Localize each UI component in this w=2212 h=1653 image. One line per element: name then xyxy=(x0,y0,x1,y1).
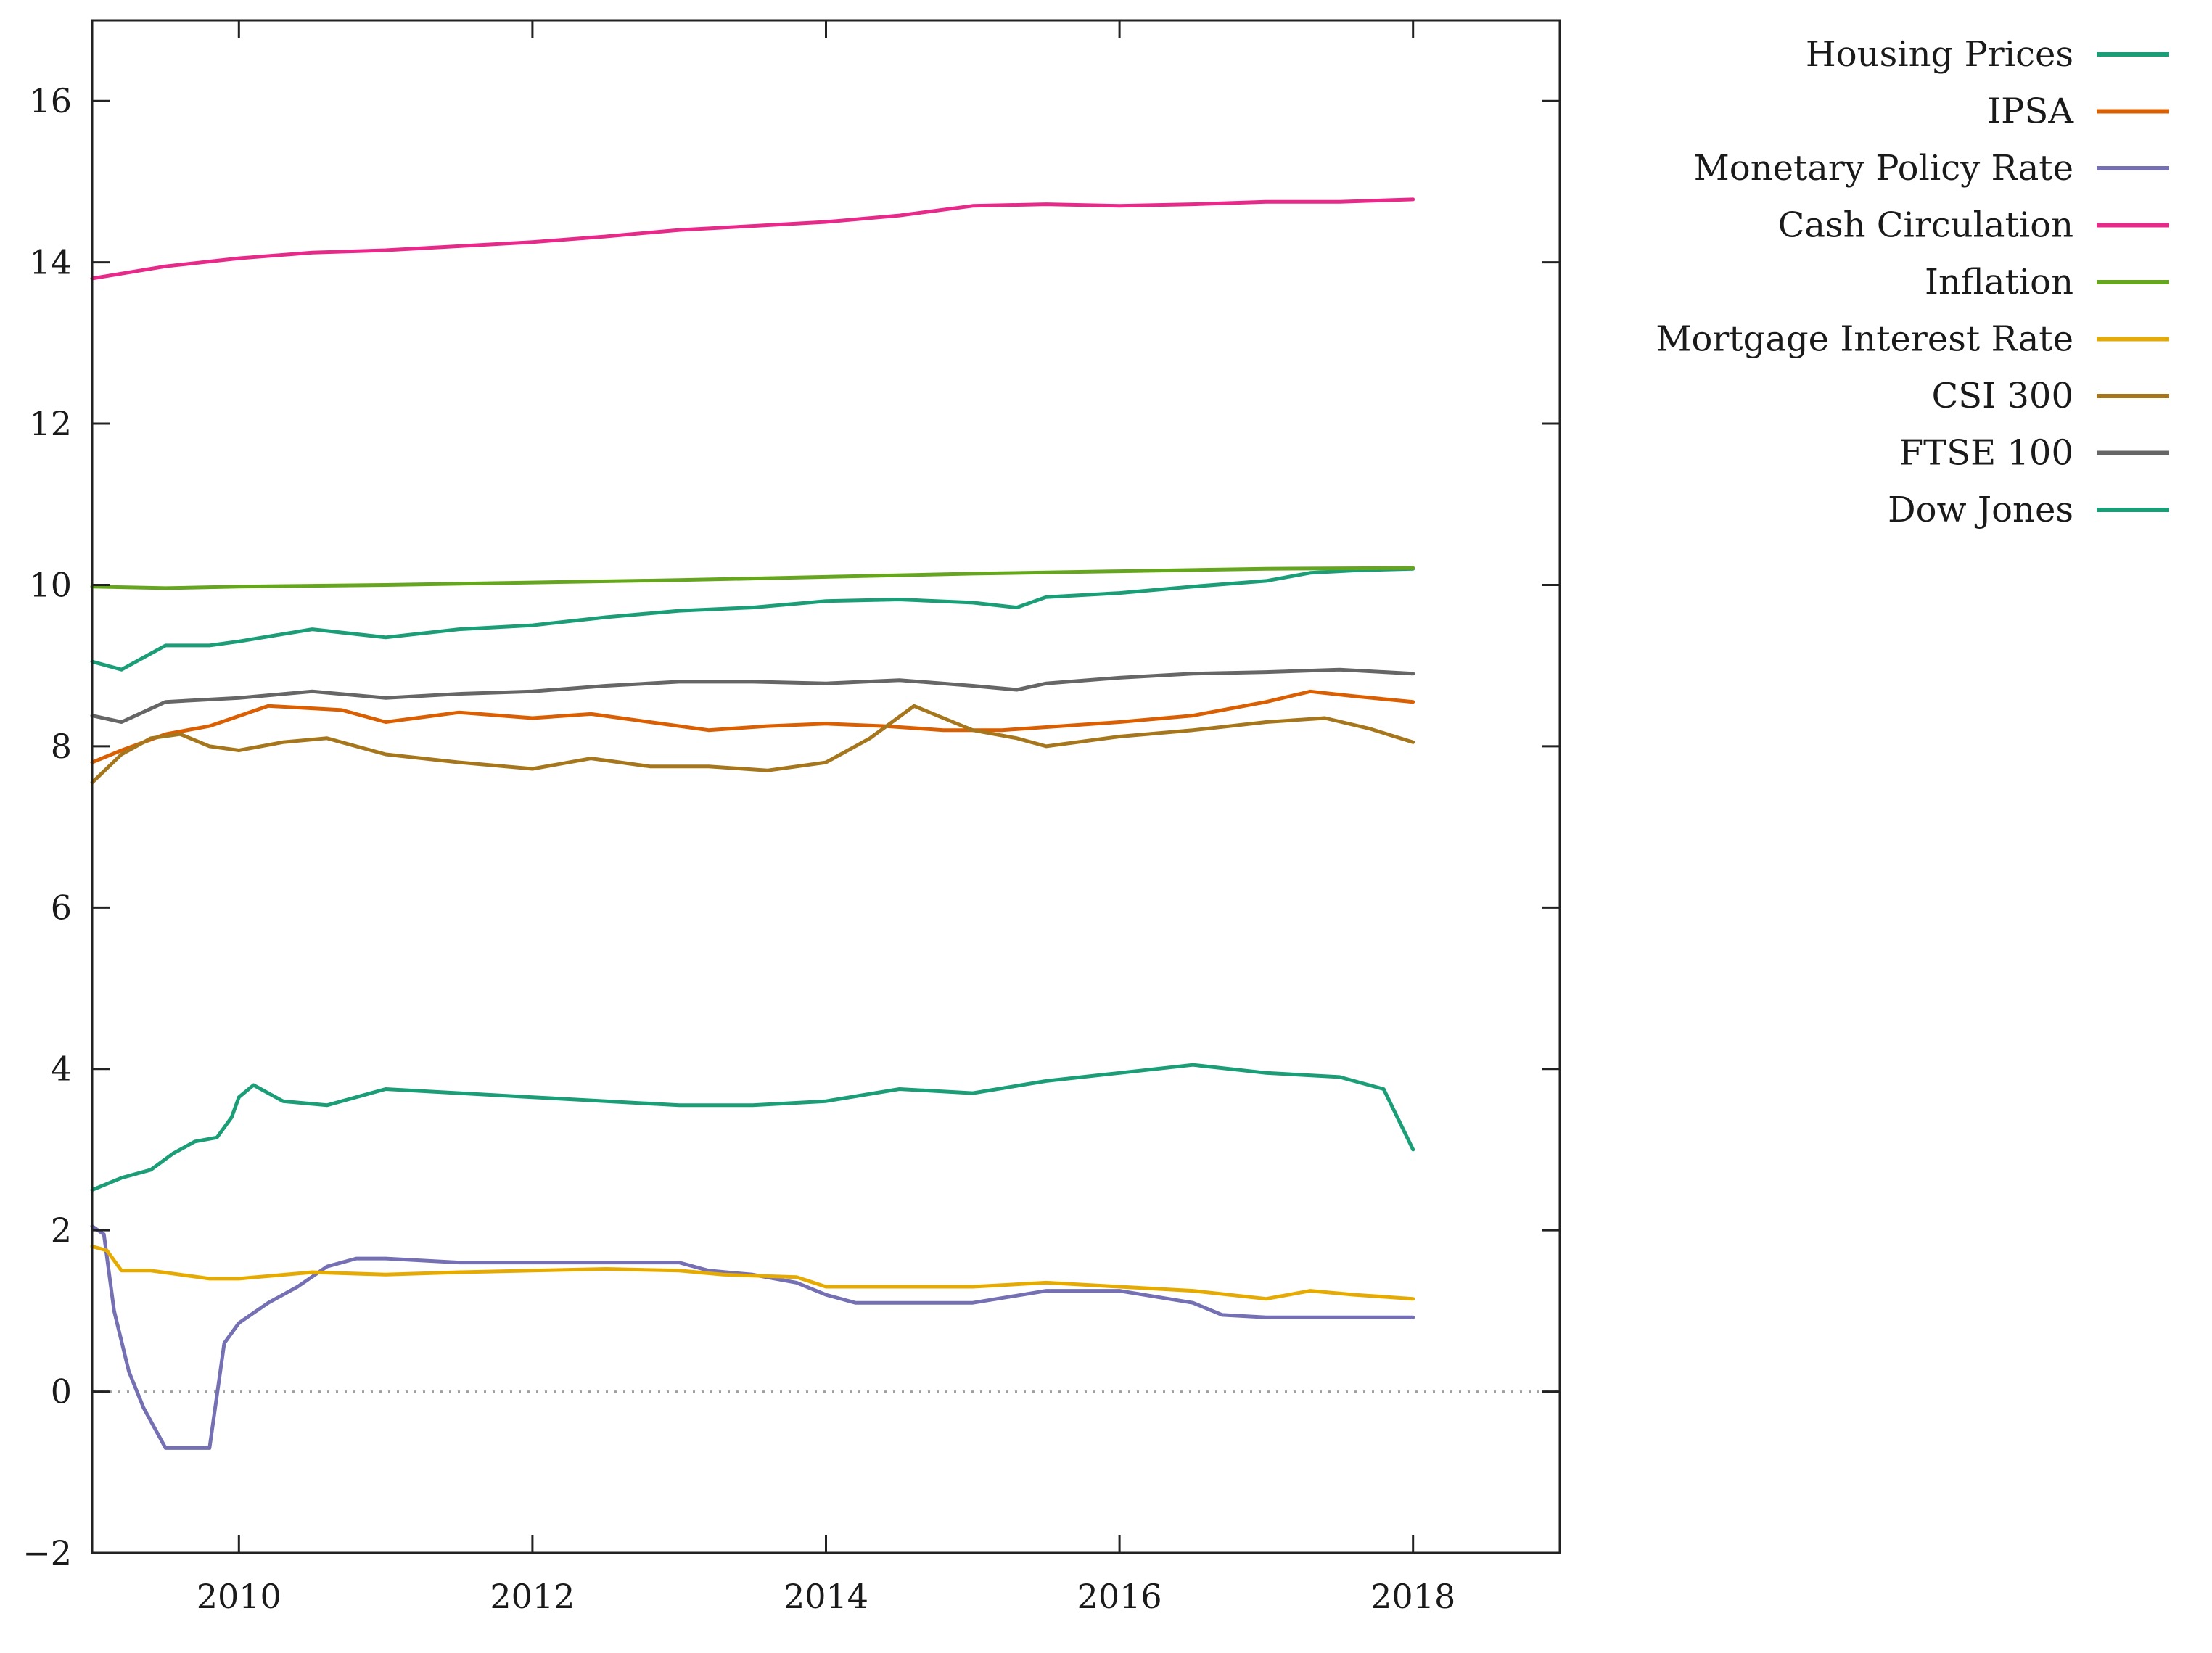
series-line-housing-prices xyxy=(90,566,1415,672)
legend-label: FTSE 100 xyxy=(1899,433,2073,474)
plot-area xyxy=(92,20,1560,1553)
legend-entry-housing-prices: Housing Prices xyxy=(1806,34,2169,75)
series-line-cash-circulation xyxy=(90,197,1415,281)
legend-entry-ftse-100: FTSE 100 xyxy=(1899,433,2169,474)
x-tick-label: 2016 xyxy=(1077,1577,1162,1616)
legend-label: Monetary Policy Rate xyxy=(1694,148,2073,189)
y-tick-label: 14 xyxy=(29,243,72,282)
legend-label: Dow Jones xyxy=(1888,490,2073,530)
series-line-ftse-100 xyxy=(90,667,1415,724)
legend-entry-cash-circulation: Cash Circulation xyxy=(1778,205,2169,246)
legend-label: Mortgage Interest Rate xyxy=(1656,319,2073,360)
series-line-inflation xyxy=(90,566,1415,590)
legend-entry-ipsa: IPSA xyxy=(1987,91,2169,132)
legend-label: Cash Circulation xyxy=(1778,205,2073,246)
legend-entry-monetary-policy-rate: Monetary Policy Rate xyxy=(1694,148,2169,189)
y-tick-label: 2 xyxy=(51,1211,72,1250)
legend-label: Inflation xyxy=(1925,262,2073,302)
series-line-monetary-policy-rate xyxy=(90,1224,1415,1450)
y-tick-label: 6 xyxy=(51,888,72,927)
series-line-ipsa xyxy=(90,689,1415,764)
series-line-mortgage-interest-rate xyxy=(90,1244,1415,1301)
legend-entry-inflation: Inflation xyxy=(1925,262,2169,302)
x-tick-label: 2012 xyxy=(490,1577,575,1616)
legend-entry-dow-jones: Dow Jones xyxy=(1888,490,2169,530)
y-tick-label: 8 xyxy=(51,727,72,766)
y-tick-label: 10 xyxy=(29,565,72,604)
legend-label: CSI 300 xyxy=(1932,376,2073,416)
legend-label: Housing Prices xyxy=(1806,34,2073,75)
legend-label: IPSA xyxy=(1987,91,2074,132)
y-tick-label: 12 xyxy=(29,404,72,443)
y-tick-label: −2 xyxy=(22,1533,72,1572)
x-tick-label: 2014 xyxy=(784,1577,868,1616)
legend-entry-mortgage-interest-rate: Mortgage Interest Rate xyxy=(1656,319,2169,360)
legend-entry-csi-300: CSI 300 xyxy=(1932,376,2169,416)
y-tick-label: 16 xyxy=(29,81,72,120)
y-tick-label: 0 xyxy=(51,1372,72,1411)
y-tick-label: 4 xyxy=(51,1050,72,1089)
x-tick-label: 2018 xyxy=(1370,1577,1455,1616)
series-line-dow-jones xyxy=(90,1063,1415,1192)
x-tick-label: 2010 xyxy=(197,1577,281,1616)
series-line-csi-300 xyxy=(90,704,1415,785)
